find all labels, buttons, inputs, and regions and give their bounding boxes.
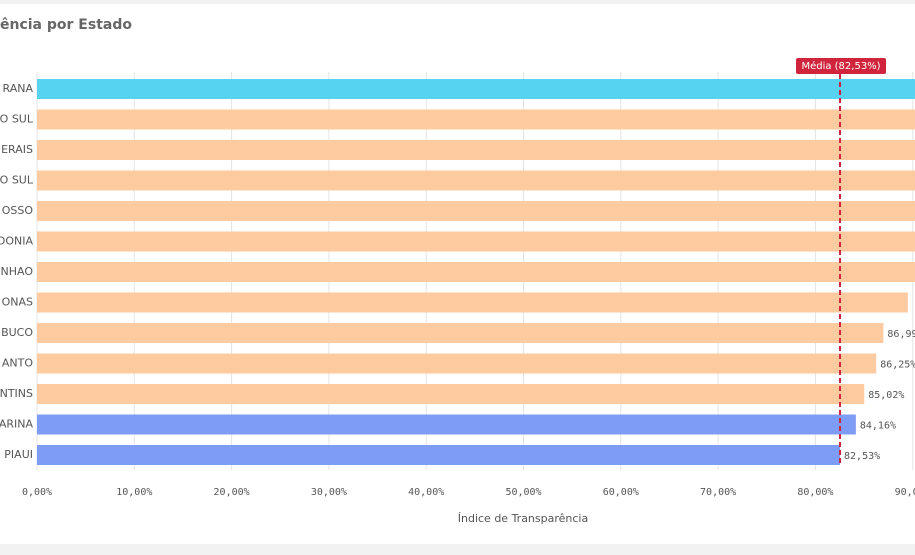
x-tick-label: 90,00% bbox=[895, 487, 915, 498]
bar bbox=[37, 140, 915, 160]
x-tick-label: 50,00% bbox=[505, 487, 541, 498]
y-tick-label: ARINA bbox=[0, 418, 33, 431]
y-tick-label: DONIA bbox=[0, 235, 33, 248]
reference-label: Média (82,53%) bbox=[801, 60, 880, 72]
bar bbox=[37, 414, 856, 435]
y-tick-label: ONAS bbox=[2, 296, 33, 309]
bar bbox=[37, 384, 865, 404]
x-tick-label: 30,00% bbox=[311, 487, 347, 498]
x-tick-label: 70,00% bbox=[700, 487, 736, 498]
y-tick-label: OSSO bbox=[2, 204, 34, 217]
y-tick-label: BUCO bbox=[1, 326, 33, 339]
y-tick-label: RANA bbox=[3, 82, 34, 95]
y-tick-label: O SUL bbox=[0, 174, 34, 187]
y-tick-label: ERAIS bbox=[1, 143, 33, 156]
y-tick-label: NTINS bbox=[0, 387, 33, 400]
bar bbox=[37, 231, 915, 252]
value-label: 82,53% bbox=[844, 451, 880, 462]
value-label: 84,16% bbox=[860, 421, 896, 432]
reference-label-box bbox=[796, 58, 887, 74]
x-tick-label: 80,00% bbox=[797, 487, 833, 498]
bar bbox=[37, 262, 915, 282]
bar bbox=[37, 353, 877, 374]
bar bbox=[37, 445, 841, 465]
x-tick-label: 60,00% bbox=[603, 487, 639, 498]
y-tick-label: PIAUI bbox=[4, 448, 33, 461]
value-label: 85,02% bbox=[868, 390, 904, 401]
bar bbox=[37, 323, 884, 343]
x-tick-label: 0,00% bbox=[22, 487, 52, 498]
y-tick-label: ANTO bbox=[2, 357, 33, 370]
x-tick-label: 40,00% bbox=[408, 487, 444, 498]
x-tick-label: 20,00% bbox=[214, 487, 250, 498]
y-tick-label: NHAO bbox=[1, 265, 34, 278]
x-tick-label: 10,00% bbox=[116, 487, 152, 498]
chart-title: ência por Estado bbox=[0, 17, 132, 33]
value-label: 86,99% bbox=[887, 329, 915, 340]
bar bbox=[37, 292, 908, 313]
y-tick-label: O SUL bbox=[0, 113, 34, 126]
x-axis-title: Índice de Transparência bbox=[458, 512, 588, 525]
bar bbox=[37, 170, 915, 191]
bar bbox=[37, 109, 915, 130]
bar bbox=[37, 79, 915, 99]
value-label: 86,25% bbox=[880, 360, 915, 371]
bar bbox=[37, 201, 915, 221]
